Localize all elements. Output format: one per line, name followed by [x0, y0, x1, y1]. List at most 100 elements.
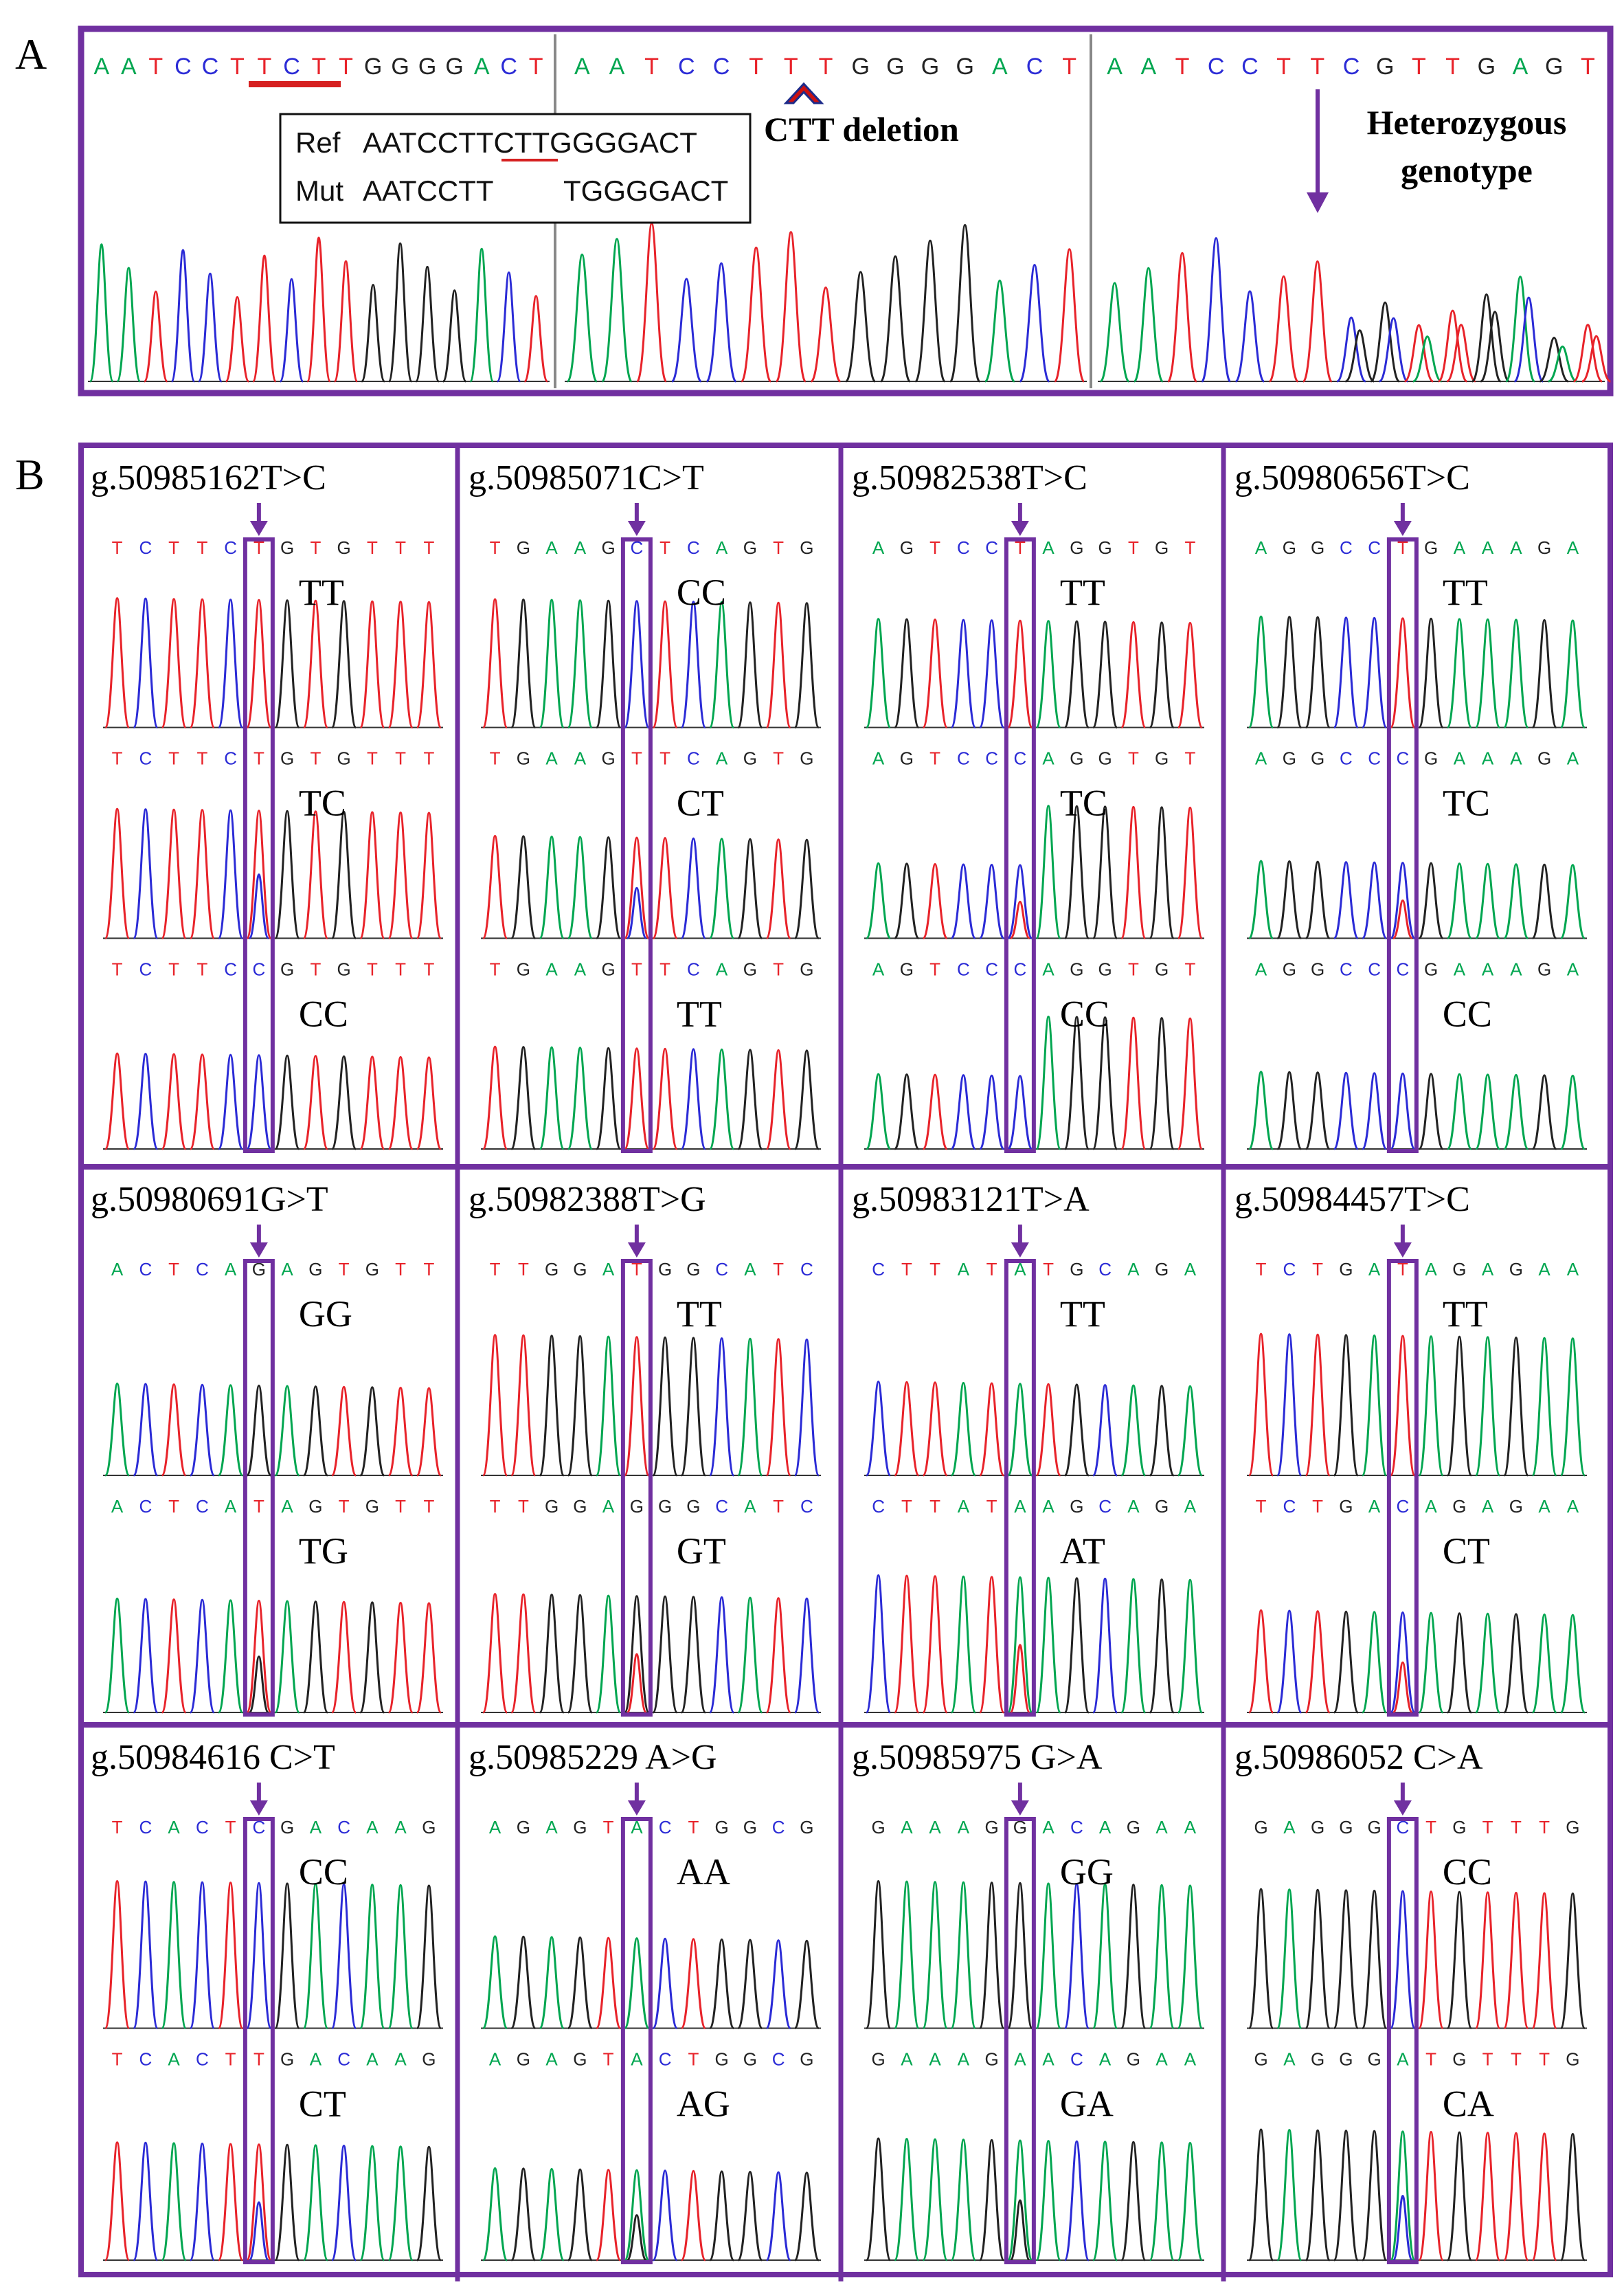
base-call-letter: G — [1098, 748, 1112, 769]
snp-arrow-head-icon — [1011, 1800, 1029, 1816]
base-call-letter: T — [339, 1259, 350, 1280]
base-call-letter: A — [1283, 1817, 1296, 1838]
base-call-letter: A — [1042, 748, 1055, 769]
trace-peak — [1446, 618, 1473, 729]
genotype-label: CC — [1443, 1851, 1492, 1892]
base-call-letter: C — [1241, 54, 1259, 80]
base-call-letter: T — [518, 1496, 529, 1517]
base-call-letter: G — [984, 2049, 998, 2070]
heterozygous-arrow-icon — [1307, 89, 1329, 213]
base-call-letter: A — [1042, 1817, 1055, 1838]
trace-peak — [1446, 862, 1473, 939]
trace-peak — [1133, 267, 1164, 383]
trace-peak — [1333, 616, 1360, 729]
base-call-letter: T — [395, 748, 406, 769]
base-call-letter: T — [773, 1496, 784, 1517]
trace-peak — [708, 1337, 735, 1477]
base-call-letter: C — [1368, 959, 1381, 979]
base-call-letter: G — [1537, 748, 1551, 769]
deletion-caret-icon — [783, 82, 824, 104]
trace-peak — [595, 1335, 622, 1477]
base-call-letter: G — [337, 959, 350, 979]
trace-peak — [765, 601, 791, 729]
base-call-letter: A — [929, 1817, 941, 1838]
trace-peak — [1474, 1891, 1501, 2029]
trace-peak — [1035, 1015, 1061, 1150]
genotype-label: GG — [299, 1293, 352, 1335]
variant-title: g.50985975 G>A — [852, 1738, 1103, 1777]
trace-peak — [978, 2139, 1005, 2262]
base-call-letter: G — [1283, 537, 1296, 558]
base-call-letter: G — [1283, 748, 1296, 769]
trace-peak — [894, 1880, 920, 2029]
trace-peak — [1007, 1075, 1033, 1150]
base-call-letter: G — [1311, 748, 1324, 769]
trace-peak — [894, 618, 920, 729]
trace-peak — [922, 862, 948, 939]
base-call-letter: A — [1155, 2049, 1168, 2070]
trace-peak — [387, 1601, 414, 1714]
base-call-letter: G — [1339, 2049, 1353, 2070]
base-call-letter: A — [1127, 1496, 1140, 1517]
trace-peak — [251, 254, 277, 383]
trace-peak — [330, 1055, 357, 1150]
base-call-letter: G — [900, 748, 914, 769]
het-secondary-peak — [248, 1655, 270, 1714]
trace-peak — [189, 809, 216, 939]
trace-peak — [1177, 2141, 1204, 2262]
trace-peak — [865, 862, 892, 939]
trace-peak — [217, 809, 244, 939]
trace-peak — [708, 838, 735, 939]
genotype-label: TT — [1443, 572, 1488, 613]
base-call-letter: T — [1425, 1817, 1436, 1838]
base-call-letter: G — [445, 54, 463, 80]
trace-peak — [1248, 1071, 1274, 1150]
base-call-letter: G — [1339, 1259, 1353, 1280]
base-call-letter: G — [1254, 2049, 1267, 2070]
trace-peak — [1276, 1888, 1302, 2029]
variant-title: g.50985071C>T — [469, 458, 704, 498]
base-call-letter: G — [1070, 959, 1083, 979]
trace-peak — [217, 1599, 244, 1714]
base-call-letter: T — [490, 748, 501, 769]
base-call-letter: G — [1070, 1496, 1083, 1517]
base-call-letter: T — [225, 1817, 236, 1838]
base-call-letter: C — [985, 959, 998, 979]
trace-peak — [197, 272, 223, 383]
trace-peak — [161, 1598, 187, 1714]
base-call-letter: A — [1107, 54, 1123, 80]
base-call-letter: T — [1312, 1259, 1323, 1280]
base-call-letter: G — [1098, 959, 1112, 979]
trace-peak — [1092, 1883, 1118, 2029]
trace-peak — [1305, 860, 1331, 939]
trace-peak — [246, 1384, 272, 1477]
base-call-letter: G — [517, 537, 530, 558]
base-call-letter: A — [1042, 537, 1055, 558]
trace-peak — [624, 836, 650, 939]
base-call-letter: T — [986, 1259, 997, 1280]
base-call-letter: G — [280, 1817, 294, 1838]
base-call-letter: A — [1184, 1259, 1197, 1280]
base-call-letter: A — [394, 1817, 407, 1838]
base-call-letter: T — [659, 537, 670, 558]
trace-peak — [652, 836, 678, 939]
trace-peak — [1418, 862, 1444, 939]
base-call-letter: G — [573, 1259, 587, 1280]
trace-peak — [133, 1052, 159, 1150]
trace-peak — [1446, 1612, 1473, 1714]
trace-peak — [567, 599, 594, 729]
trace-peak — [1099, 282, 1130, 383]
base-call-letter: G — [1311, 1817, 1324, 1838]
base-call-letter: G — [308, 1496, 322, 1517]
trace-peak — [1446, 2131, 1473, 2262]
base-call-letter: G — [743, 748, 757, 769]
trace-peak — [950, 1881, 977, 2029]
base-call-letter: T — [367, 959, 378, 979]
trace-peak — [1120, 1384, 1147, 1477]
